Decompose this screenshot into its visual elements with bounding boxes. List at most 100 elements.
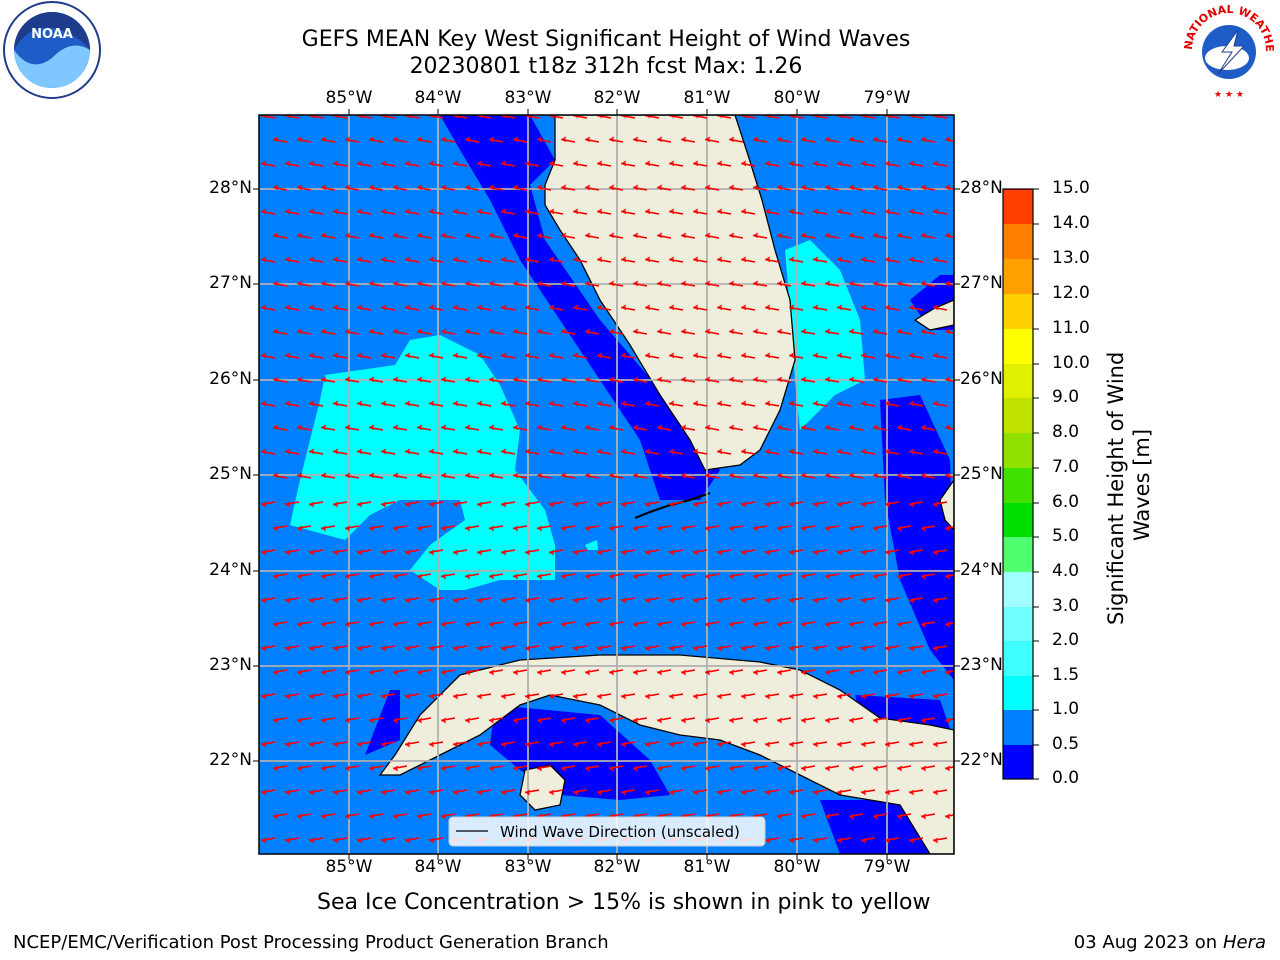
wind-arrow (620, 448, 636, 455)
wind-arrow (536, 669, 552, 676)
wind-arrow (800, 376, 816, 383)
wind-arrow (548, 304, 564, 311)
wind-arrow (296, 280, 312, 287)
wind-arrow (896, 717, 912, 724)
wind-arrow (716, 645, 732, 652)
wind-arrow (656, 136, 672, 143)
wind-arrow (776, 280, 792, 287)
ice-note: Sea Ice Concentration > 15% is shown in … (317, 890, 931, 915)
wind-arrow (500, 645, 516, 652)
wind-arrow (500, 789, 516, 796)
wind-arrow (524, 693, 540, 700)
wind-arrow (272, 376, 288, 383)
wind-arrow (800, 328, 816, 335)
colorbar-tick-label: 8.0 (1052, 422, 1080, 442)
wind-arrow (296, 621, 312, 628)
wind-arrow (656, 424, 672, 431)
wind-arrow (260, 549, 276, 556)
wind-arrow (872, 328, 888, 335)
wind-arrow (452, 448, 468, 455)
wind-arrow (860, 837, 876, 844)
wind-arrow (488, 280, 504, 287)
wind-arrow (308, 400, 324, 407)
wind-arrow (548, 693, 564, 700)
axis-label: 80°W (773, 857, 821, 877)
wind-arrow (464, 525, 480, 532)
andros-land (939, 478, 954, 531)
wind-arrow (836, 837, 852, 844)
wind-arrow (668, 789, 684, 796)
wind-arrow (596, 256, 612, 263)
wind-arrow (908, 789, 924, 796)
wind-arrow (620, 645, 636, 652)
wind-arrow (536, 621, 552, 628)
wind-arrow (848, 328, 864, 335)
wind-arrow (824, 280, 840, 287)
plot-frame (258, 114, 955, 855)
wind-arrow (812, 597, 828, 604)
wind-arrow (824, 525, 840, 532)
wind-arrow (848, 525, 864, 532)
wind-arrow (944, 184, 954, 191)
wind-arrow (392, 472, 408, 479)
wind-arrow (452, 208, 468, 215)
wind-arrow (320, 573, 336, 580)
colorbar-tick-label: 4.0 (1052, 561, 1080, 581)
wind-arrow (272, 472, 288, 479)
wind-arrow (320, 813, 336, 820)
wind-arrow (908, 160, 924, 167)
wind-arrow (464, 424, 480, 431)
wind-arrow (668, 115, 684, 119)
wind-arrow (836, 304, 852, 311)
wind-arrow (584, 328, 600, 335)
wind-arrow (380, 837, 396, 844)
wind-arrow (296, 136, 312, 143)
wind-arrow (896, 424, 912, 431)
wind-arrow (548, 549, 564, 556)
wind-arrow (320, 525, 336, 532)
wind-arrow (560, 717, 576, 724)
wind-arrow (752, 424, 768, 431)
axis-label: 22°N (209, 750, 252, 770)
wind-arrow (488, 424, 504, 431)
wind-arrow (404, 837, 420, 844)
wind-arrow (356, 448, 372, 455)
wind-arrow (920, 376, 936, 383)
wind-arrow (512, 328, 528, 335)
wind-arrow (932, 693, 948, 700)
wind-arrow (716, 741, 732, 748)
wind-arrow (464, 136, 480, 143)
wind-arrow (344, 136, 360, 143)
wind-arrow (308, 693, 324, 700)
wind-arrow (260, 837, 276, 844)
wind-arrow (416, 621, 432, 628)
wind-arrow (572, 448, 588, 455)
wind-arrow (440, 280, 456, 287)
wind-arrow (704, 573, 720, 580)
wind-arrow (716, 160, 732, 167)
wind-arrow (608, 621, 624, 628)
wind-arrow (824, 184, 840, 191)
wind-arrow (296, 184, 312, 191)
wind-arrow (356, 789, 372, 796)
wind-arrow (608, 184, 624, 191)
wind-arrow (920, 621, 936, 628)
wind-arrow (596, 304, 612, 311)
wind-arrow (524, 549, 540, 556)
wind-arrow (296, 813, 312, 820)
wind-arrow (680, 136, 696, 143)
wind-arrow (920, 525, 936, 532)
wind-arrow (440, 232, 456, 239)
wind-arrow (920, 573, 936, 580)
wind-arrow (392, 328, 408, 335)
wind-arrow (572, 645, 588, 652)
wind-arrow (416, 765, 432, 772)
wind-arrow (404, 549, 420, 556)
wind-arrow (836, 549, 852, 556)
wind-arrow (884, 256, 900, 263)
wind-arrow (512, 621, 528, 628)
wind-arrow (848, 232, 864, 239)
wind-arrow (920, 669, 936, 676)
wind-arrow (872, 232, 888, 239)
wind-arrow (488, 232, 504, 239)
